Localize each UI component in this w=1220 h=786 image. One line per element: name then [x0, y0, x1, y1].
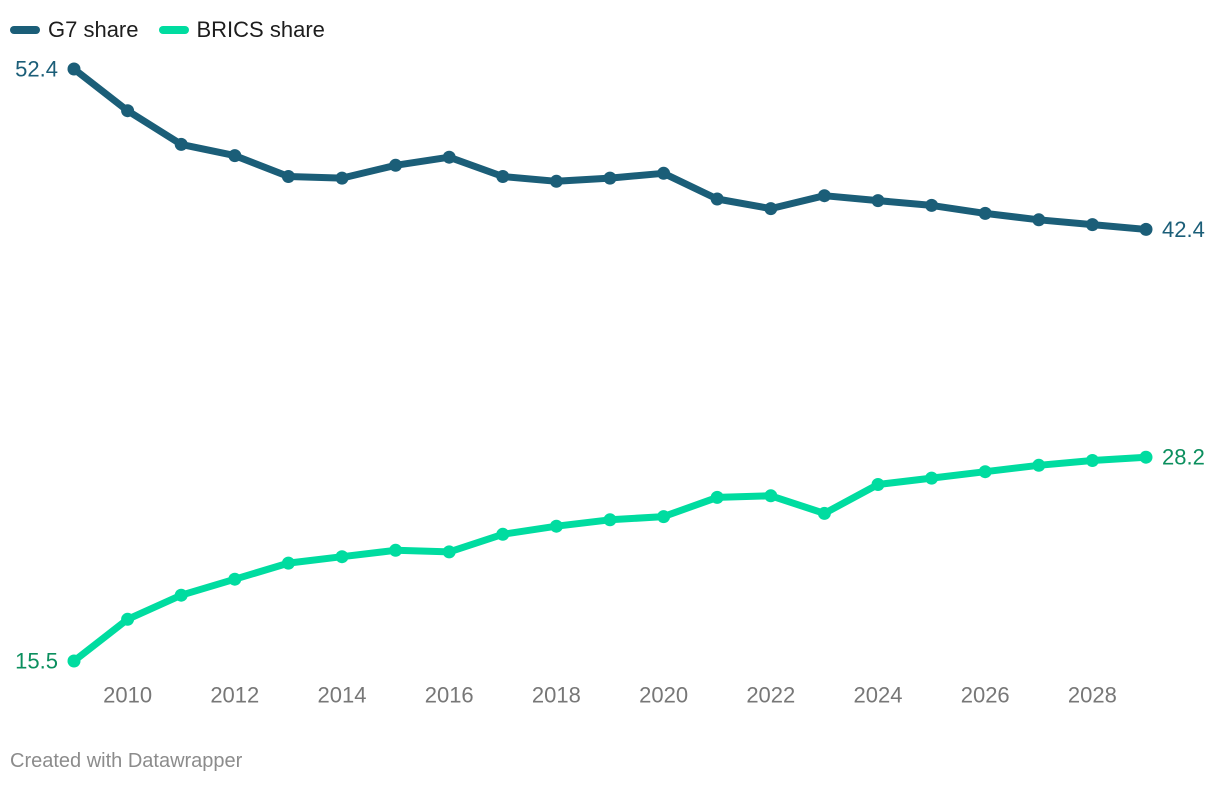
x-tick-label-2026: 2026 — [961, 683, 1010, 708]
legend-item-g7: G7 share — [10, 17, 139, 43]
data-point-g7-share-2020 — [657, 166, 671, 180]
x-tick-label-2014: 2014 — [318, 683, 367, 708]
x-axis: 2010 2012 2014 2016 2018 2020 2022 2024 2026 2028 — [103, 683, 1117, 708]
data-point-brics-share-2020 — [657, 510, 671, 524]
data-point-g7-share-2017 — [496, 170, 510, 183]
data-point-g7-share-2021 — [710, 192, 724, 206]
data-point-g7-share-2010 — [121, 104, 135, 118]
data-point-brics-share-2022 — [764, 489, 778, 503]
data-point-g7-share-2027 — [1032, 213, 1046, 227]
x-tick-label-2016: 2016 — [425, 683, 474, 708]
data-point-g7-share-2023 — [817, 189, 831, 203]
data-point-g7-share-2022 — [764, 202, 778, 216]
legend-swatch-brics — [158, 26, 189, 34]
data-point-brics-share-2013 — [281, 556, 295, 570]
data-point-g7-share-2011 — [174, 137, 188, 151]
data-point-g7-share-2026 — [978, 206, 992, 220]
data-point-g7-share-2014 — [335, 171, 349, 185]
label-layer: 52.4 42.4 15.5 28.2 — [15, 57, 1205, 674]
data-point-brics-share-2011 — [174, 588, 188, 602]
data-point-g7-share-2024 — [871, 194, 885, 208]
data-point-g7-share-2028 — [1085, 218, 1099, 232]
x-tick-label-2020: 2020 — [639, 683, 688, 708]
x-tick-label-2012: 2012 — [210, 683, 259, 708]
data-point-brics-share-2021 — [710, 490, 724, 504]
data-point-g7-share-2025 — [925, 198, 939, 212]
start-label-g7-share: 52.4 — [15, 57, 58, 82]
end-label-g7-share: 42.4 — [1162, 217, 1205, 242]
legend-item-brics: BRICS share — [158, 17, 325, 43]
legend-swatch-g7 — [10, 26, 40, 34]
data-point-brics-share-2009 — [67, 654, 81, 668]
data-point-brics-share-2016 — [442, 545, 456, 559]
data-point-g7-share-2009 — [67, 62, 81, 76]
data-point-brics-share-2010 — [121, 612, 135, 626]
data-point-brics-share-2012 — [228, 572, 242, 586]
data-point-g7-share-2012 — [228, 149, 242, 163]
series-layer — [67, 62, 1153, 668]
x-tick-label-2022: 2022 — [746, 683, 795, 708]
data-point-brics-share-2028 — [1085, 454, 1099, 467]
footer-credit: Created with Datawrapper — [10, 750, 243, 772]
x-tick-label-2010: 2010 — [103, 683, 152, 708]
x-tick-label-2024: 2024 — [854, 683, 903, 708]
data-point-brics-share-2024 — [871, 478, 885, 491]
data-point-g7-share-2019 — [603, 171, 617, 185]
data-point-brics-share-2015 — [389, 543, 403, 557]
data-point-brics-share-2029 — [1139, 450, 1153, 464]
data-point-g7-share-2015 — [389, 158, 403, 172]
data-point-brics-share-2018 — [549, 519, 563, 533]
data-point-brics-share-2017 — [496, 527, 510, 541]
data-point-g7-share-2018 — [549, 174, 563, 188]
data-point-g7-share-2029 — [1139, 222, 1153, 236]
data-point-g7-share-2016 — [442, 150, 456, 164]
data-point-brics-share-2026 — [978, 465, 992, 479]
series-line-brics-share — [70, 453, 1150, 665]
legend: G7 share BRICS share — [10, 14, 325, 46]
data-point-brics-share-2014 — [335, 550, 349, 564]
data-point-brics-share-2023 — [817, 506, 831, 520]
data-point-g7-share-2013 — [281, 170, 295, 183]
legend-label-g7: G7 share — [48, 17, 139, 42]
data-point-brics-share-2019 — [603, 513, 617, 527]
data-point-brics-share-2027 — [1032, 458, 1046, 472]
x-tick-label-2018: 2018 — [532, 683, 581, 708]
data-point-brics-share-2025 — [925, 471, 939, 485]
start-label-brics-share: 15.5 — [15, 649, 58, 674]
legend-label-brics: BRICS share — [196, 17, 325, 42]
x-tick-label-2028: 2028 — [1068, 683, 1117, 708]
end-label-brics-share: 28.2 — [1162, 445, 1205, 470]
